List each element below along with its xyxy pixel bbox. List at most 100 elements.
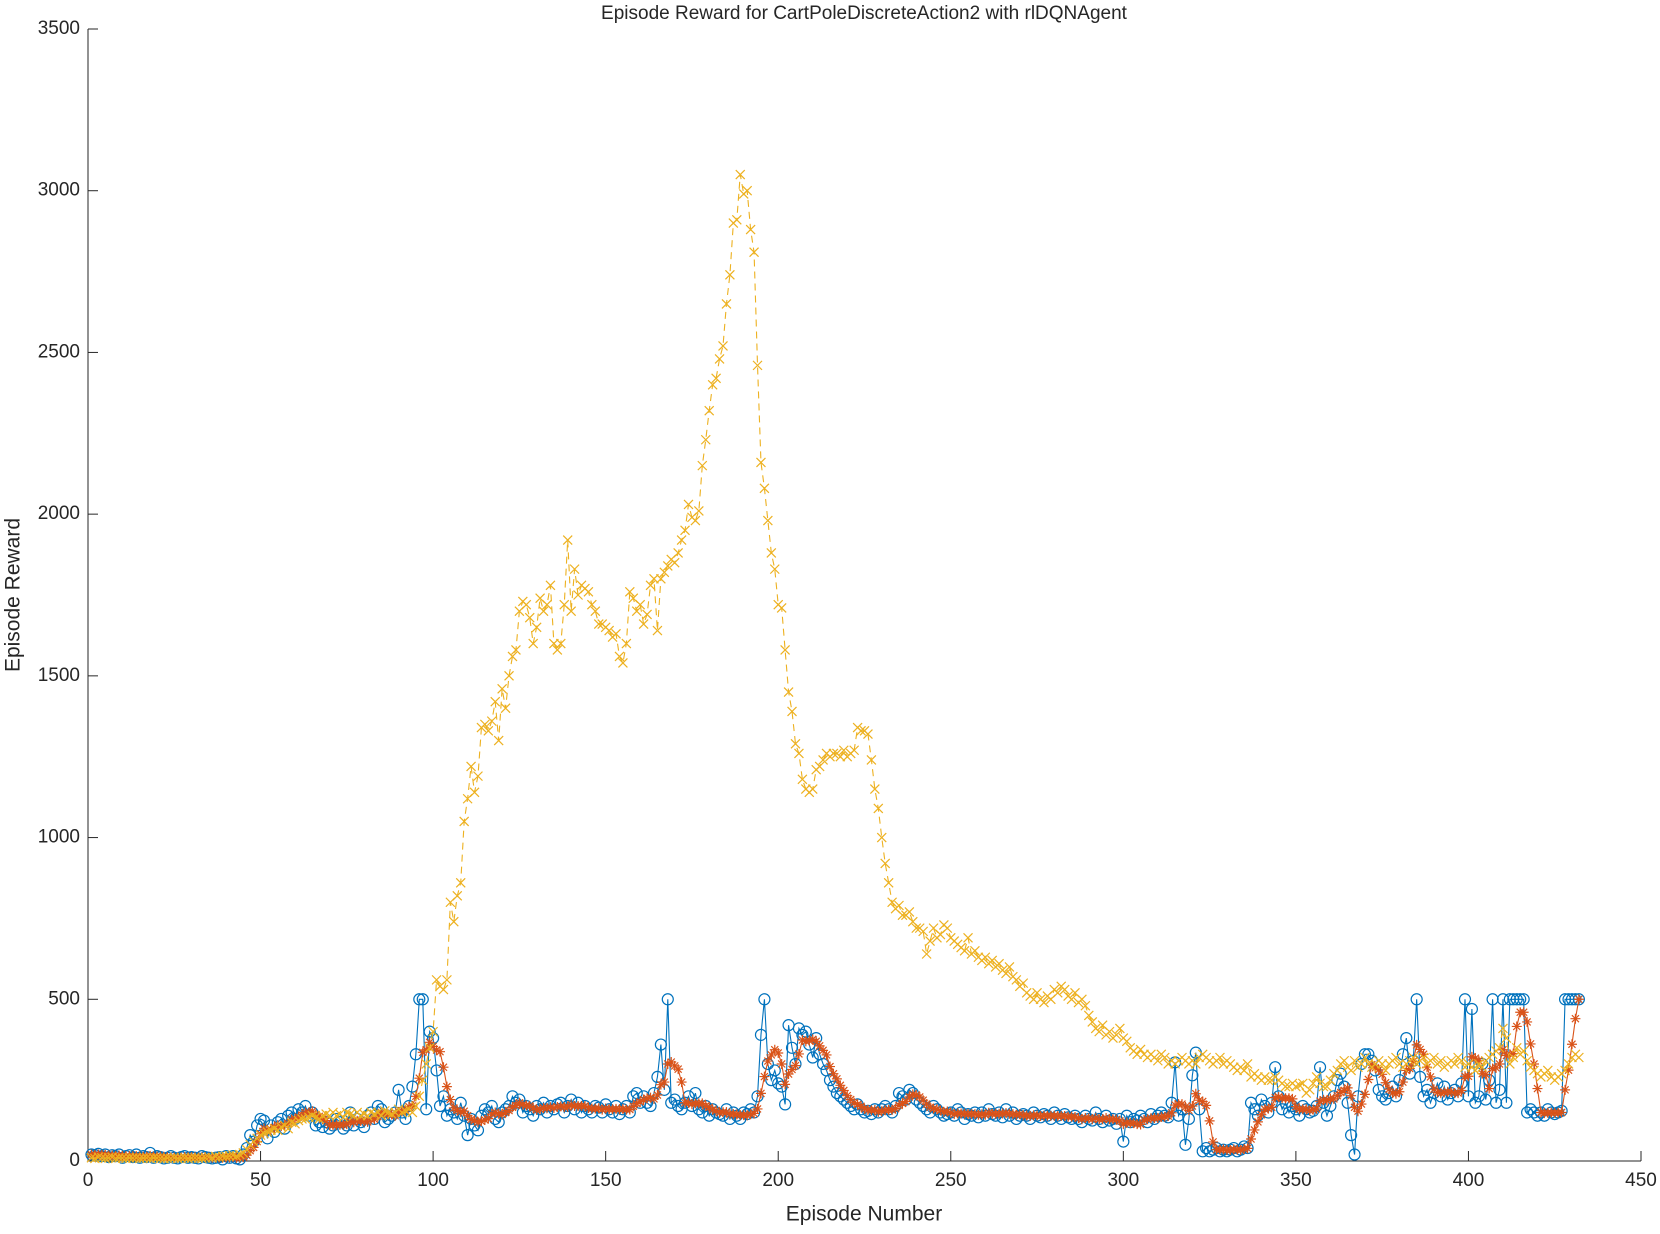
data-point bbox=[521, 599, 532, 610]
data-point bbox=[1348, 1148, 1361, 1161]
data-point bbox=[700, 1101, 711, 1112]
data-point bbox=[531, 1104, 542, 1115]
data-point bbox=[925, 936, 935, 946]
data-point bbox=[672, 1099, 685, 1113]
data-point bbox=[711, 1105, 722, 1116]
data-point bbox=[673, 548, 684, 558]
data-point bbox=[593, 1103, 604, 1114]
x-tick-label: 350 bbox=[1280, 1170, 1312, 1191]
data-point bbox=[1491, 1062, 1502, 1073]
data-point bbox=[514, 1097, 525, 1108]
data-point bbox=[1308, 1078, 1319, 1089]
data-point bbox=[1435, 1088, 1446, 1099]
data-point bbox=[1270, 1092, 1281, 1103]
data-point bbox=[869, 784, 880, 794]
data-point bbox=[586, 599, 597, 610]
data-point bbox=[538, 606, 549, 617]
data-point bbox=[880, 858, 891, 869]
data-point bbox=[1252, 1116, 1263, 1127]
data-point bbox=[1560, 1084, 1571, 1095]
data-point bbox=[300, 1114, 311, 1124]
data-point bbox=[497, 1109, 508, 1120]
data-point bbox=[887, 897, 898, 908]
data-point bbox=[959, 945, 970, 956]
data-point bbox=[1304, 1084, 1315, 1095]
data-point bbox=[1246, 1134, 1257, 1145]
data-point bbox=[1525, 1038, 1536, 1049]
data-point bbox=[766, 548, 777, 558]
data-point bbox=[1159, 1052, 1170, 1063]
data-point bbox=[1558, 993, 1572, 1006]
data-point bbox=[1325, 1075, 1336, 1086]
data-point bbox=[849, 745, 860, 756]
data-point bbox=[1290, 1101, 1301, 1112]
data-point bbox=[1339, 1085, 1350, 1096]
data-point bbox=[638, 1094, 649, 1105]
data-point bbox=[794, 748, 804, 759]
data-point bbox=[500, 1107, 511, 1118]
data-point bbox=[980, 952, 991, 963]
data-point bbox=[1204, 1115, 1215, 1126]
x-tick-label: 300 bbox=[1107, 1170, 1139, 1191]
data-point bbox=[814, 1040, 825, 1051]
data-point bbox=[821, 1049, 832, 1060]
data-point bbox=[479, 1114, 490, 1125]
data-point bbox=[1128, 1118, 1139, 1129]
data-point bbox=[1422, 1062, 1433, 1073]
data-point bbox=[621, 638, 632, 649]
data-point bbox=[807, 1034, 818, 1045]
data-point bbox=[1508, 1052, 1519, 1063]
data-point bbox=[697, 460, 708, 471]
data-point bbox=[441, 974, 452, 985]
data-point bbox=[1384, 1084, 1395, 1095]
data-point bbox=[1011, 1109, 1022, 1120]
data-point bbox=[1563, 1059, 1574, 1069]
data-point bbox=[1142, 1114, 1153, 1125]
data-point bbox=[1152, 1112, 1163, 1123]
data-point bbox=[852, 1099, 863, 1110]
data-point bbox=[1101, 1112, 1112, 1123]
data-point bbox=[645, 1092, 656, 1103]
data-point bbox=[1446, 1086, 1457, 1097]
data-point bbox=[248, 1142, 259, 1153]
data-point bbox=[428, 1026, 439, 1037]
data-point bbox=[1080, 1000, 1091, 1011]
data-point bbox=[338, 1119, 349, 1130]
data-point bbox=[421, 1059, 432, 1069]
data-point bbox=[1311, 1071, 1322, 1082]
data-point bbox=[241, 1144, 252, 1155]
data-point bbox=[883, 877, 894, 888]
data-point bbox=[1259, 1104, 1270, 1115]
data-point bbox=[186, 1153, 197, 1164]
data-point bbox=[1331, 1074, 1344, 1087]
data-point bbox=[545, 1102, 556, 1113]
data-point bbox=[792, 1022, 806, 1035]
data-point bbox=[1435, 1055, 1446, 1066]
data-point bbox=[642, 609, 653, 620]
data-point bbox=[1190, 1088, 1201, 1099]
data-point bbox=[887, 1104, 898, 1115]
data-point bbox=[1200, 1141, 1213, 1155]
y-tick-label: 3000 bbox=[38, 180, 80, 201]
data-point bbox=[459, 1106, 470, 1117]
data-point bbox=[1500, 1096, 1513, 1109]
data-point bbox=[1418, 1049, 1429, 1060]
data-point bbox=[1021, 1110, 1032, 1121]
data-point bbox=[1511, 1021, 1522, 1032]
data-point bbox=[338, 1112, 349, 1123]
data-point bbox=[731, 1109, 742, 1120]
data-point bbox=[904, 1091, 915, 1102]
data-point bbox=[486, 716, 497, 727]
data-point bbox=[252, 1136, 263, 1147]
data-point bbox=[1322, 1081, 1332, 1092]
data-point bbox=[1001, 968, 1011, 979]
data-point bbox=[531, 622, 542, 633]
data-point bbox=[1273, 1091, 1284, 1102]
data-point bbox=[873, 1106, 884, 1117]
data-point bbox=[303, 1112, 314, 1123]
data-point bbox=[1118, 1119, 1129, 1130]
data-point bbox=[773, 1047, 784, 1058]
data-point bbox=[1011, 974, 1022, 985]
data-point bbox=[1349, 1055, 1360, 1066]
data-point bbox=[683, 1097, 694, 1108]
